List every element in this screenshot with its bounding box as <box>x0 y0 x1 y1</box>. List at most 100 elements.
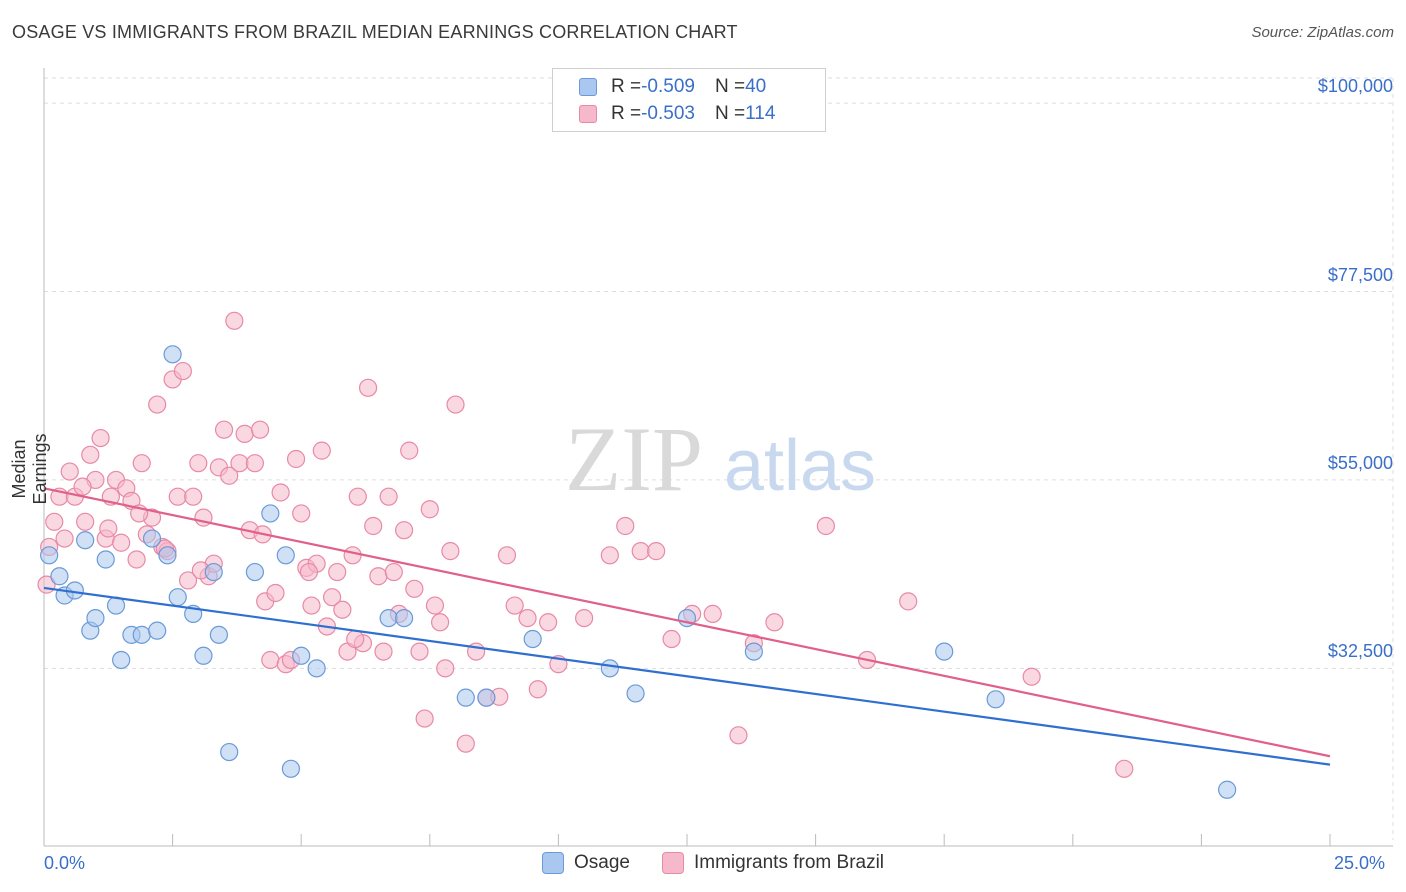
brazil-point-27 <box>178 571 198 590</box>
brazil-point-51 <box>302 596 321 615</box>
brazil-point-70 <box>400 441 419 460</box>
brazil-point-48 <box>286 449 306 469</box>
axes <box>43 68 1393 847</box>
brazil-point-83 <box>497 546 517 565</box>
brazil-point-8 <box>81 445 100 464</box>
osage-point-25 <box>281 759 301 778</box>
brazil-point-84 <box>518 608 537 628</box>
brazil-point-113 <box>505 596 524 615</box>
brazil-point-90 <box>616 516 635 536</box>
brazil-point-59 <box>343 546 362 565</box>
brazil-trend-line <box>43 487 1331 758</box>
brazil-point-109 <box>99 519 118 538</box>
brazil-point-57 <box>333 600 352 619</box>
osage-point-15 <box>163 345 182 364</box>
osage-r-label: R = <box>611 76 642 97</box>
brazil-point-98 <box>765 613 784 632</box>
brazil-point-49 <box>292 504 311 523</box>
brazil-n-value: 114 <box>745 103 776 124</box>
brazil-point-75 <box>425 596 445 615</box>
brazil-point-99 <box>816 516 835 536</box>
brazil-r-label: R = <box>611 103 642 124</box>
osage-n-label: N = <box>714 76 746 97</box>
brazil-point-18 <box>132 454 151 473</box>
osage-point-12 <box>142 529 162 548</box>
brazil-point-91 <box>631 542 650 561</box>
brazil-point-77 <box>436 659 455 678</box>
y-tick-label-1: $55,000 <box>1327 452 1393 473</box>
brazil-point-43 <box>261 650 280 670</box>
brazil-point-78 <box>441 542 460 561</box>
osage-legend-swatch <box>542 852 564 874</box>
osage-point-38 <box>986 690 1005 709</box>
osage-point-29 <box>394 608 414 628</box>
x-tick-label-min: 0.0% <box>44 853 86 873</box>
legend-item-brazil[interactable]: Immigrants from Brazil <box>662 852 884 874</box>
osage-point-39 <box>1218 780 1237 799</box>
osage-point-16 <box>168 588 187 607</box>
brazil-point-67 <box>384 562 403 582</box>
stats-legend: R = -0.509 N = 40 R = -0.503 N = 114 <box>552 68 826 132</box>
brazil-point-64 <box>369 567 388 586</box>
brazil-r-value: -0.503 <box>641 103 695 124</box>
osage-point-31 <box>477 688 496 707</box>
brazil-point-88 <box>575 608 594 628</box>
brazil-point-37 <box>230 454 249 473</box>
watermark-atlas: atlas <box>724 426 876 506</box>
legend-item-osage[interactable]: Osage <box>542 852 630 874</box>
brazil-point-26 <box>173 361 192 381</box>
brazil-point-69 <box>394 521 414 540</box>
brazil-point-101 <box>899 592 918 611</box>
osage-legend-label: Osage <box>574 852 630 873</box>
osage-point-34 <box>626 684 645 703</box>
osage-point-28 <box>379 608 398 628</box>
brazil-point-45 <box>271 483 290 502</box>
brazil-point-14 <box>112 533 131 552</box>
y-tick-label-3: $100,000 <box>1317 76 1393 97</box>
brazil-point-92 <box>647 542 666 561</box>
osage-n-value: 40 <box>745 76 767 97</box>
brazil-point-41 <box>250 420 270 439</box>
brazil-point-29 <box>189 454 208 473</box>
brazil-point-36 <box>225 311 244 330</box>
brazil-point-4 <box>55 529 74 548</box>
brazil-point-40 <box>245 454 265 473</box>
legend-row-brazil: R = -0.503 N = 114 <box>579 102 775 126</box>
brazil-point-102 <box>1022 667 1041 686</box>
brazil-point-73 <box>415 709 434 728</box>
watermark-zip: ZIP <box>565 408 703 510</box>
osage-point-9 <box>112 650 131 670</box>
source-label: Source: ZipAtlas.com <box>1251 24 1394 41</box>
brazil-point-2 <box>45 512 64 531</box>
osage-point-24 <box>276 546 295 565</box>
brazil-point-85 <box>528 680 547 699</box>
osage-point-19 <box>204 562 223 582</box>
osage-point-36 <box>744 642 763 661</box>
series-legend: Osage Immigrants from Brazil <box>0 852 1406 878</box>
brazil-point-63 <box>364 516 383 536</box>
brazil-point-17 <box>127 550 146 569</box>
brazil-point-62 <box>358 378 378 397</box>
chart-title: OSAGE VS IMMIGRANTS FROM BRAZIL MEDIAN E… <box>12 22 738 42</box>
osage-point-22 <box>245 562 265 582</box>
osage-point-4 <box>76 531 95 550</box>
y-tick-label-0: $32,500 <box>1327 641 1393 662</box>
brazil-point-105 <box>346 629 365 649</box>
y-tick-label-2: $77,500 <box>1327 264 1393 285</box>
watermark: ZIP atlas <box>565 408 876 510</box>
brazil-point-80 <box>456 734 475 753</box>
brazil-point-34 <box>214 420 234 439</box>
brazil-point-38 <box>235 424 254 443</box>
osage-trend-line <box>43 586 1331 766</box>
osage-swatch <box>579 78 597 96</box>
osage-point-23 <box>261 504 280 523</box>
y-axis-title: Median Earnings <box>9 433 50 505</box>
brazil-point-95 <box>703 604 722 624</box>
brazil-point-5 <box>60 462 79 481</box>
brazil-point-110 <box>73 477 92 496</box>
legend-row-osage: R = -0.509 N = 40 <box>579 75 766 99</box>
brazil-point-7 <box>76 512 95 531</box>
osage-point-7 <box>96 550 115 569</box>
points-osage <box>40 345 1237 799</box>
